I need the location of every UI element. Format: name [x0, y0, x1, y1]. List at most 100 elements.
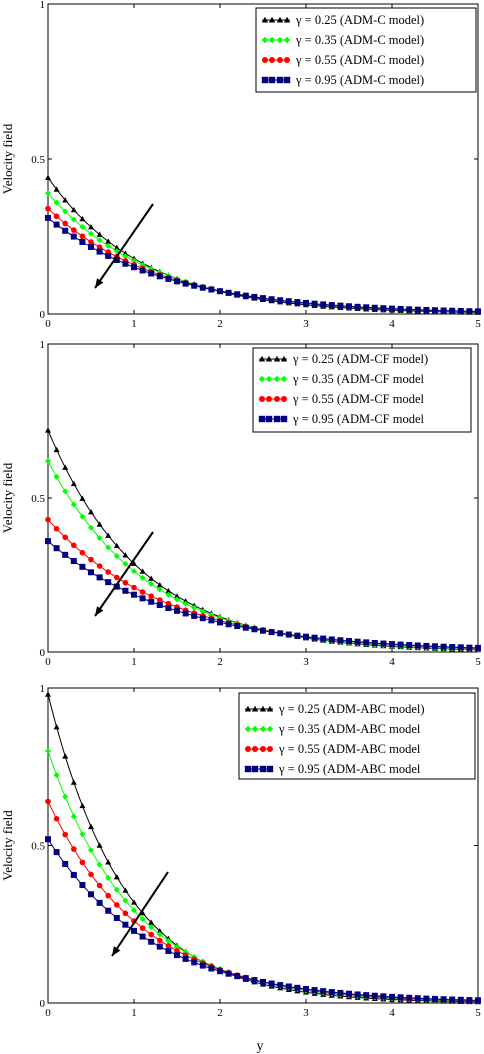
series-marker: [303, 299, 309, 306]
series-marker: [303, 986, 309, 993]
series-marker: [397, 641, 404, 648]
series-marker: [79, 549, 86, 556]
series-marker: [182, 280, 189, 287]
series-marker: [234, 291, 241, 298]
series-marker: [174, 596, 180, 603]
legend-marker: [280, 415, 288, 423]
series-marker: [157, 597, 163, 603]
series-marker: [113, 886, 120, 893]
series-marker: [277, 297, 284, 304]
legend-marker: [273, 415, 281, 423]
legend-marker: [268, 36, 276, 44]
series-marker: [217, 968, 223, 975]
series-marker: [475, 997, 481, 1004]
series-marker: [70, 779, 77, 785]
x-tick-label: 5: [475, 318, 481, 330]
series-marker: [174, 952, 180, 959]
series-marker: [174, 278, 180, 285]
series-marker: [45, 190, 51, 197]
trend-arrow: [94, 203, 154, 289]
series-marker: [165, 943, 172, 949]
series-marker: [131, 560, 137, 567]
series-marker: [45, 174, 51, 180]
series-marker: [148, 924, 155, 931]
series-marker: [208, 965, 215, 972]
series-marker: [174, 943, 180, 950]
y-tick-label: 0: [40, 309, 46, 321]
series-marker: [217, 288, 223, 295]
series-marker: [242, 624, 249, 631]
legend-marker: [276, 36, 284, 44]
series-line: [47, 460, 479, 650]
series-marker: [191, 612, 198, 619]
series-marker: [71, 542, 77, 549]
series-marker: [380, 305, 387, 312]
y-axis-label: Velocity field: [0, 123, 15, 194]
legend-label: γ = 0.25 (ADM-C model): [295, 13, 424, 27]
legend-marker: [261, 76, 269, 84]
series-marker: [105, 892, 111, 899]
series-marker: [389, 305, 395, 312]
series-marker: [208, 286, 215, 293]
series-marker: [156, 931, 163, 938]
series-marker: [148, 919, 155, 925]
legend-box: [255, 7, 477, 93]
x-tick-label: 4: [389, 318, 395, 330]
x-tick-label: 0: [45, 318, 51, 330]
series-marker: [165, 275, 172, 282]
series-marker: [234, 973, 241, 980]
trend-arrow: [94, 531, 154, 617]
series-marker: [294, 984, 301, 991]
series-marker: [88, 569, 94, 576]
series-marker: [363, 304, 370, 311]
series-marker: [165, 604, 172, 611]
series-marker: [440, 307, 447, 314]
series-marker: [53, 213, 60, 220]
series-marker: [285, 631, 292, 638]
series-marker: [139, 568, 146, 574]
legend-marker: [265, 355, 273, 362]
legend-marker: [283, 36, 291, 44]
series-marker: [71, 846, 77, 852]
series-marker: [371, 992, 378, 999]
x-tick-label: 2: [217, 318, 223, 330]
series-marker: [96, 244, 103, 250]
series-line: [47, 801, 479, 1002]
series-marker: [62, 860, 69, 867]
series-marker: [217, 619, 223, 626]
series-marker: [199, 615, 206, 622]
series-marker: [380, 993, 387, 1000]
series-marker: [70, 216, 77, 223]
series-marker: [96, 842, 103, 848]
x-tick-label: 4: [389, 656, 395, 668]
series-marker: [62, 488, 69, 495]
series-marker: [131, 264, 137, 271]
series-marker: [105, 579, 112, 586]
series-marker: [79, 563, 86, 570]
series-marker: [79, 802, 86, 809]
series-marker: [114, 902, 120, 908]
series-marker: [397, 994, 404, 1001]
legend-marker: [262, 57, 268, 63]
series-marker: [225, 289, 232, 296]
series-marker: [62, 753, 69, 759]
legend-label: γ = 0.95 (ADM-ABC model: [278, 762, 421, 776]
x-tick-label: 1: [131, 318, 137, 330]
series-marker: [113, 542, 120, 549]
legend-marker: [266, 705, 274, 712]
series-marker: [199, 962, 206, 969]
series-marker: [53, 525, 60, 532]
legend-marker: [252, 746, 258, 752]
series-marker: [79, 831, 86, 838]
series-marker: [70, 813, 77, 820]
series-marker: [389, 993, 395, 1000]
series-marker: [88, 230, 94, 237]
series-marker: [466, 997, 473, 1004]
series-marker: [62, 208, 69, 215]
series-marker: [440, 996, 447, 1003]
series-marker: [466, 308, 473, 315]
series-marker: [96, 237, 103, 244]
series-marker: [53, 199, 60, 206]
legend-marker: [259, 725, 267, 733]
y-tick-label: 1: [40, 339, 46, 351]
